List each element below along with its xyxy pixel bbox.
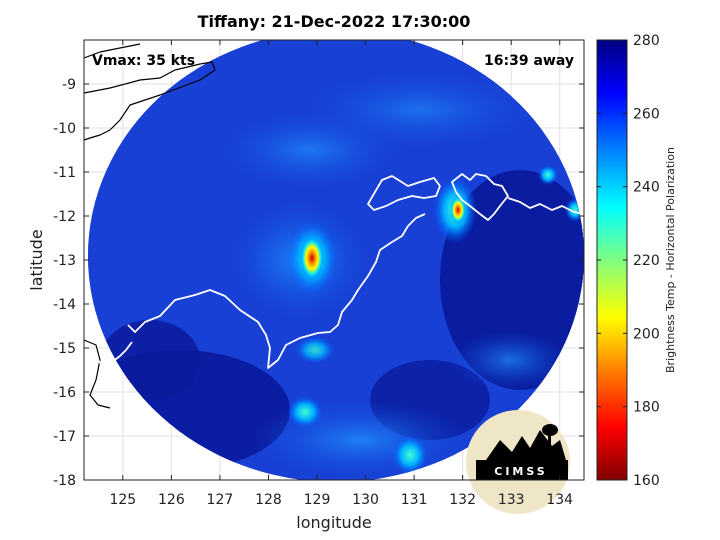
colorbar-tick-label: 260: [633, 106, 660, 122]
x-tick-label: 125: [109, 492, 136, 508]
y-axis-label: latitude: [27, 229, 46, 290]
brightness-swath: [88, 40, 584, 480]
colorbar-gradient: [596, 39, 628, 481]
x-tick-label: 128: [255, 492, 282, 508]
logo-text: CIMSS: [494, 465, 547, 478]
x-tick-label: 130: [352, 492, 379, 508]
colorbar-tick-label: 180: [633, 400, 660, 416]
y-tick-label: -14: [53, 297, 76, 313]
y-tick-label: -10: [53, 121, 76, 137]
coastline-island-2: [451, 173, 509, 221]
coastline-outer-2: [84, 43, 141, 409]
y-tick-label: -17: [53, 429, 76, 445]
x-axis-label: longitude: [296, 513, 371, 532]
x-tick-label: 132: [449, 492, 476, 508]
coastline-land: [127, 213, 426, 369]
y-tick-label: -15: [53, 341, 76, 357]
colorbar-tick-label: 280: [633, 33, 660, 49]
coastline-land-west: [97, 341, 133, 369]
y-tick-label: -12: [53, 209, 76, 225]
x-tick-label: 126: [158, 492, 185, 508]
y-tick-label: -18: [53, 473, 76, 489]
y-tick-label: -13: [53, 253, 76, 269]
time-away-label: 16:39 away: [484, 53, 574, 69]
axis-ticks: 125 126 127 128 129 130 131 132 133 134 -9 -10 -11 -1…: [53, 40, 584, 508]
coastline-island-1: [367, 175, 441, 211]
colorbar: 160 180 200 220 240 260 280 Brightness Temp - …: [596, 33, 677, 489]
coastlines: [84, 43, 584, 409]
x-tick-label: 127: [207, 492, 234, 508]
vmax-label: Vmax: 35 kts: [92, 53, 196, 69]
x-tick-label: 134: [546, 492, 573, 508]
colorbar-ticks: 160 180 200 220 240 260 280: [597, 33, 660, 489]
y-tick-label: -11: [53, 165, 76, 181]
colorbar-label: Brightness Temp - Horizontal Polarizatio…: [664, 147, 677, 373]
coastline-outer: [84, 61, 216, 141]
x-tick-label: 129: [304, 492, 331, 508]
x-tick-label: 133: [498, 492, 525, 508]
coastline-land-east: [507, 197, 584, 215]
colorbar-tick-label: 240: [633, 180, 660, 196]
colorbar-tick-label: 200: [633, 326, 660, 342]
colorbar-tick-label: 220: [633, 253, 660, 269]
y-tick-label: -16: [53, 385, 76, 401]
cimss-logo: CIMSS: [466, 410, 570, 514]
y-tick-label: -9: [62, 77, 76, 93]
x-tick-label: 131: [401, 492, 428, 508]
chart-title: Tiffany: 21-Dec-2022 17:30:00: [197, 12, 471, 31]
colorbar-tick-label: 160: [633, 473, 660, 489]
